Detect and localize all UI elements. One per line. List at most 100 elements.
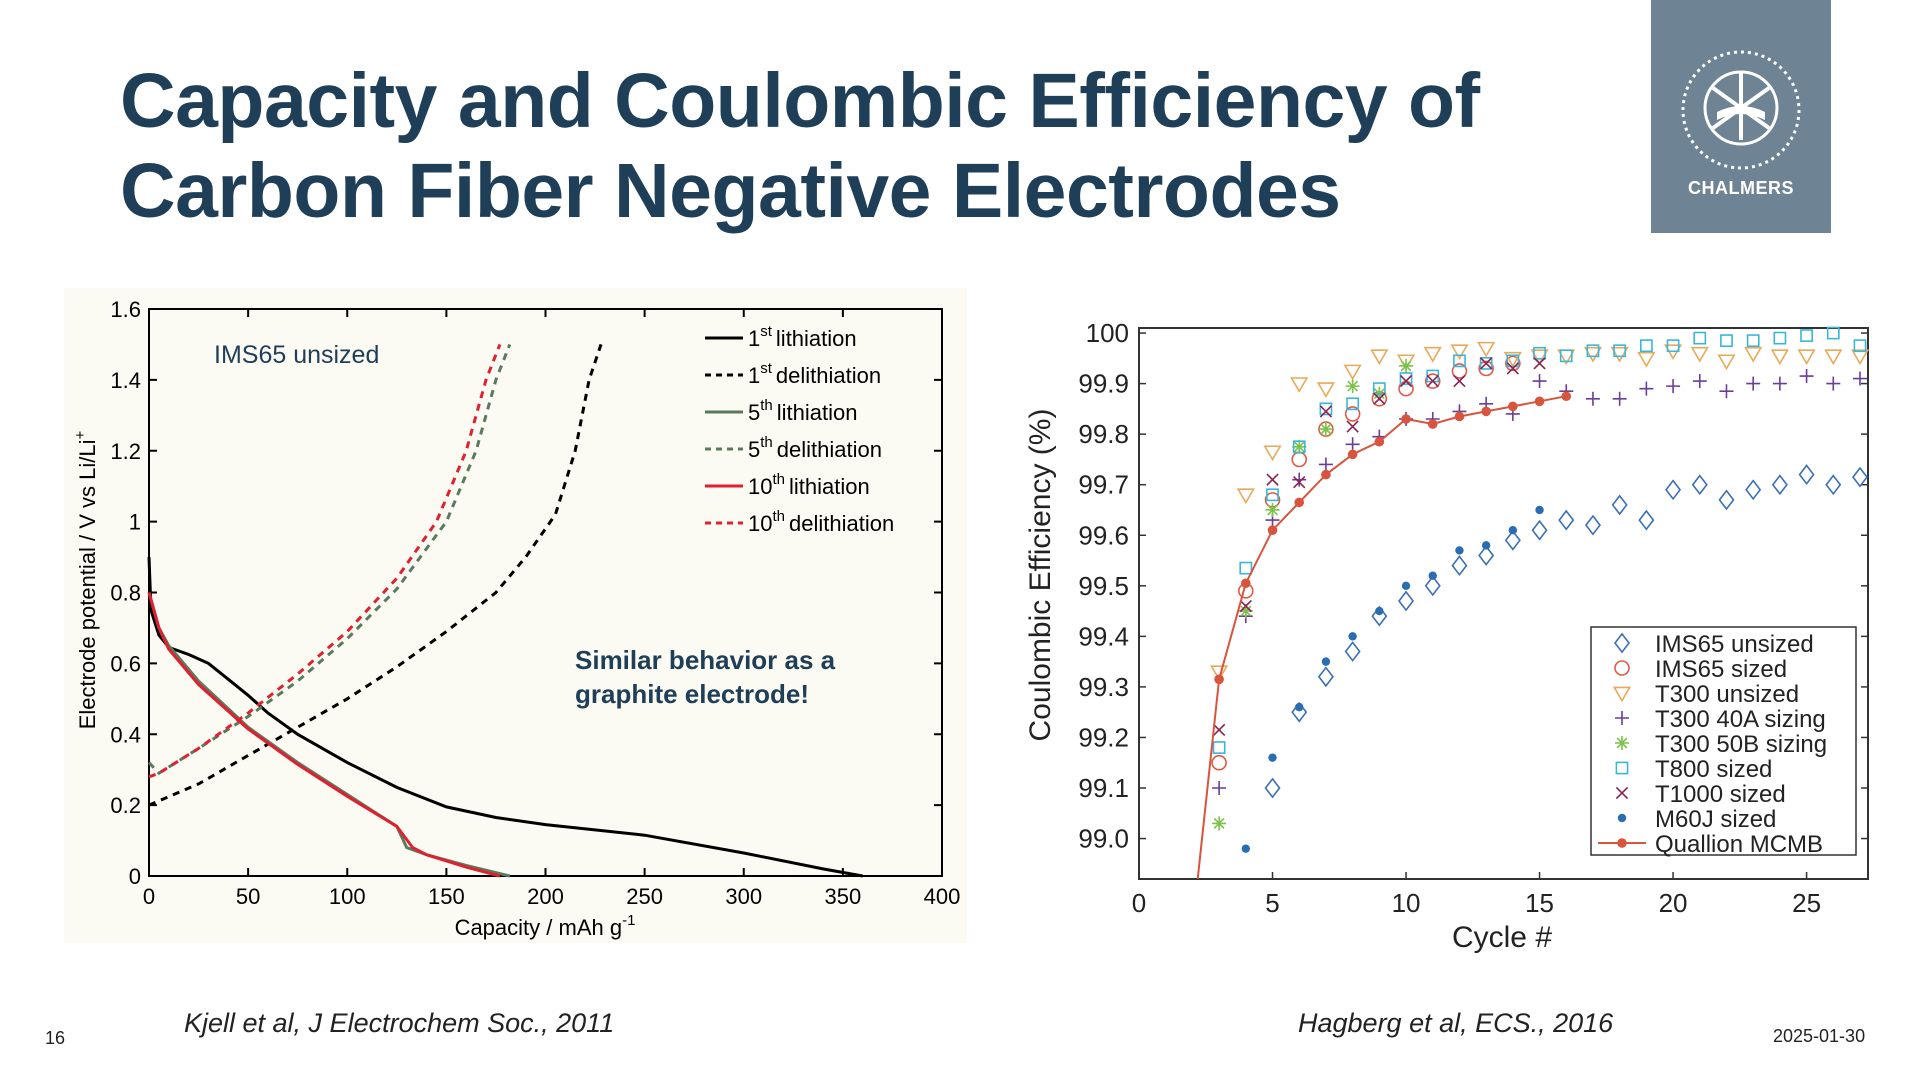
legend-entry: 1st delithiation (748, 360, 881, 388)
circle-marker (1614, 660, 1630, 676)
y-tick-label: 99.8 (1078, 419, 1129, 449)
y-axis-label-sup: + (72, 430, 89, 439)
legend-sup: th (760, 434, 773, 451)
triangle-marker (1690, 346, 1709, 363)
x-tick-label: 200 (527, 884, 564, 909)
square-marker (1666, 339, 1680, 353)
note-annotation-line-1: Similar behavior as a (575, 645, 836, 675)
legend-entry: IMS65 unsized (1655, 631, 1814, 658)
title-line-1: Capacity and Coulombic Efficiency of (120, 58, 1480, 144)
dot-marker (1428, 571, 1437, 580)
diamond-marker (1451, 555, 1468, 576)
star-marker (1318, 422, 1333, 437)
diamond-marker (1611, 494, 1628, 516)
diamond-marker (1558, 509, 1575, 531)
dot-marker (1375, 606, 1384, 616)
x-tick-label: 20 (1659, 888, 1688, 918)
x-marker (1479, 357, 1493, 370)
triangle-marker (1850, 349, 1870, 366)
square-marker (1319, 402, 1333, 416)
plus-marker (1585, 391, 1600, 406)
dot-marker (1321, 469, 1331, 480)
plot-marks (1196, 326, 1870, 879)
x-axis-label: Capacity / mAh g-1 (455, 912, 636, 940)
diamond-marker (1424, 575, 1441, 597)
star-marker (1615, 736, 1629, 750)
diamond-marker (1344, 641, 1361, 662)
legend-box (1590, 626, 1857, 856)
legend-sup: th (772, 471, 785, 488)
square-marker (1212, 741, 1226, 754)
series-line-10th-lithiation (147, 592, 501, 878)
legend-entry: T300 unsized (1655, 681, 1799, 708)
y-tick-label: 99.4 (1078, 621, 1129, 651)
x-marker (1506, 362, 1520, 375)
square-marker (1639, 339, 1653, 353)
dot-marker (1427, 419, 1438, 429)
square-marker (1773, 331, 1787, 345)
triangle-marker (1370, 349, 1389, 366)
plus-marker (1639, 381, 1654, 396)
x-tick-label: 10 (1392, 888, 1421, 918)
dot-marker (1617, 838, 1627, 848)
diamond-marker (1531, 519, 1548, 541)
circle-marker (1424, 373, 1441, 389)
x-marker (1319, 405, 1333, 418)
legend-entry: 1st lithiation (748, 323, 857, 351)
circle-marker (1451, 363, 1468, 379)
triangle-marker (1824, 349, 1843, 366)
legend-word: lithiation (789, 474, 870, 499)
diamond-marker (1584, 514, 1601, 536)
triangle-marker (1610, 346, 1629, 363)
diamond-marker (1798, 464, 1815, 486)
x-tick-label: 250 (626, 884, 663, 909)
citation-left: Kjell et al, J Electrochem Soc., 2011 (184, 1008, 615, 1038)
x-tick-label: 400 (924, 884, 961, 909)
triangle-marker (1770, 349, 1789, 366)
legend-word: delithiation (789, 511, 894, 536)
triangle-marker (1423, 346, 1442, 363)
plus-marker (1772, 376, 1787, 391)
plus-marker (1799, 369, 1814, 384)
plus-marker (1345, 437, 1360, 452)
x-tick-label: 15 (1525, 888, 1554, 918)
x-marker (1453, 374, 1466, 388)
plus-marker (1746, 376, 1761, 391)
circle-marker (1211, 754, 1227, 771)
dot-marker (1535, 505, 1544, 515)
legend-entry: 10th delithiation (748, 508, 894, 536)
square-marker (1479, 356, 1493, 370)
plus-marker (1292, 472, 1307, 487)
legend-entry: Quallion MCMB (1655, 831, 1823, 858)
dot-marker (1454, 411, 1465, 422)
square-marker (1372, 382, 1386, 396)
diamond-marker (1691, 474, 1708, 496)
y-tick-label: 99.7 (1078, 470, 1129, 500)
dot-marker (1295, 702, 1304, 712)
circle-marker (1478, 360, 1494, 377)
diamond-marker (1317, 666, 1334, 688)
star-marker (1292, 439, 1307, 454)
triangle-marker (1290, 377, 1309, 393)
square-marker (1533, 346, 1546, 360)
legend-word: lithiation (776, 326, 857, 351)
dot-marker (1348, 632, 1357, 641)
diamond-marker (1371, 605, 1388, 627)
plus-marker (1852, 371, 1867, 386)
dot-marker (1455, 546, 1464, 555)
diamond-marker (1264, 777, 1281, 799)
legend-word: delithiation (777, 437, 882, 462)
y-tick-label: 1.2 (110, 439, 141, 464)
triangle-marker (1343, 364, 1362, 381)
diamond-marker (1478, 545, 1495, 566)
slide-title: Capacity and Coulombic Efficiency of Car… (120, 56, 1480, 236)
x-marker (1239, 599, 1252, 613)
dot-marker (1508, 526, 1518, 535)
x-marker (1293, 476, 1306, 489)
triangle-marker (1477, 341, 1496, 358)
diamond-marker (1398, 590, 1415, 612)
x-tick-label: 25 (1792, 888, 1821, 918)
square-marker (1453, 354, 1466, 368)
star-marker (1345, 379, 1360, 394)
square-marker (1613, 344, 1627, 358)
